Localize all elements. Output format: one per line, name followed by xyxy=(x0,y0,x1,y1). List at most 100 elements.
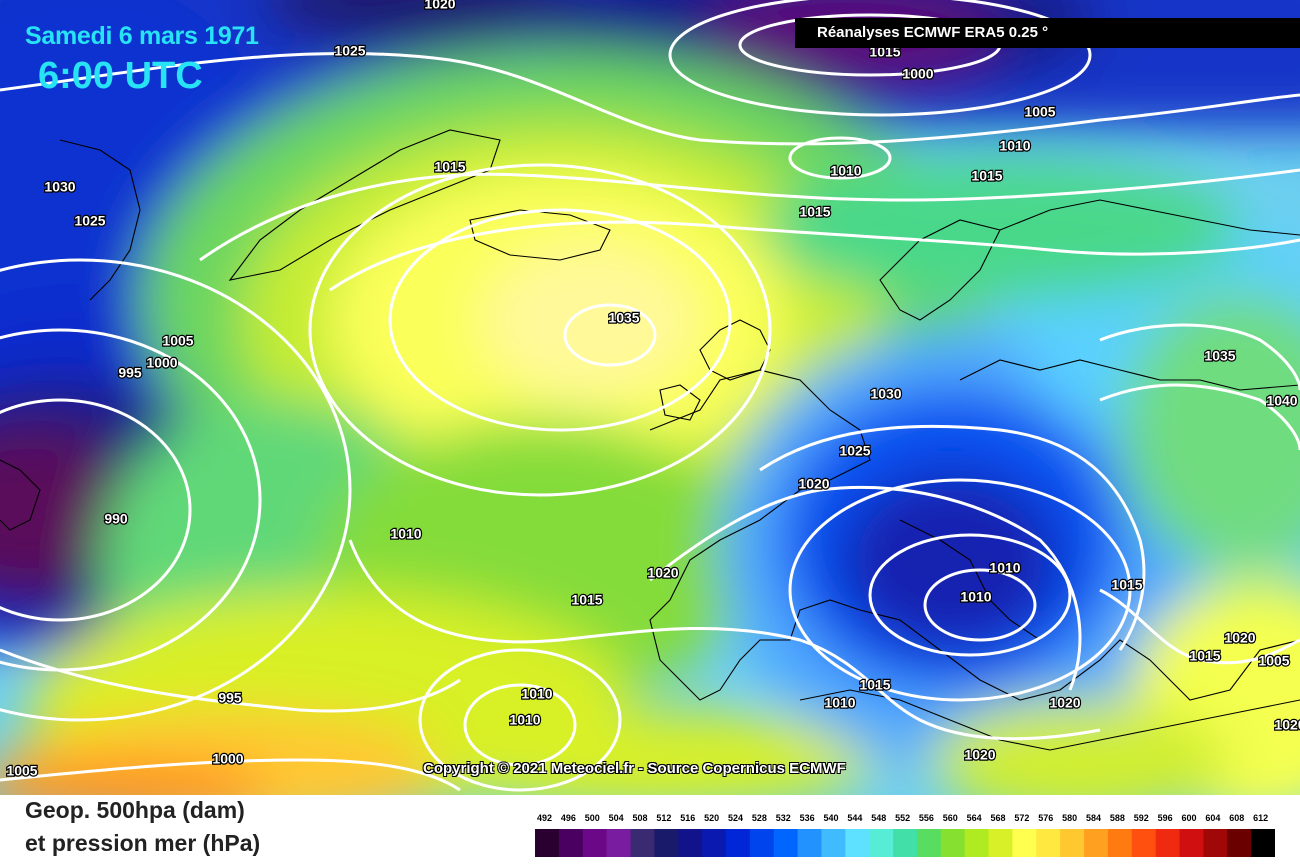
scale-swatch xyxy=(535,829,560,857)
scale-swatch xyxy=(797,829,822,857)
pressure-label: 1025 xyxy=(74,213,105,229)
scale-swatch xyxy=(1107,829,1133,857)
pressure-label: 1015 xyxy=(434,159,465,175)
coastlines xyxy=(0,129,1300,751)
scale-tick-label: 580 xyxy=(1062,813,1077,823)
scale-swatch xyxy=(678,829,703,857)
scale-tick-label: 512 xyxy=(656,813,671,823)
pressure-label: 1015 xyxy=(571,592,602,608)
scale-swatch xyxy=(869,829,894,857)
pressure-labels: 1020102510301025100510009959901015103510… xyxy=(5,0,1300,780)
pressure-label: 1020 xyxy=(1274,717,1300,733)
pressure-label: 1020 xyxy=(798,476,829,492)
scale-swatch xyxy=(988,829,1013,857)
pressure-label: 1010 xyxy=(999,138,1030,154)
scale-tick-label: 596 xyxy=(1158,813,1173,823)
scale-swatch xyxy=(893,829,918,857)
scale-swatch xyxy=(964,829,990,857)
scale-tick-label: 604 xyxy=(1205,813,1220,823)
scale-tick-label: 588 xyxy=(1110,813,1125,823)
scale-tick-label: 612 xyxy=(1253,813,1268,823)
scale-tick-label: 548 xyxy=(871,813,886,823)
scale-tick-label: 576 xyxy=(1038,813,1053,823)
pressure-label: 1005 xyxy=(1024,104,1055,120)
map-date: Samedi 6 mars 1971 xyxy=(25,22,259,50)
source-banner: Réanalyses ECMWF ERA5 0.25 ° xyxy=(795,18,1300,48)
scale-tick-label: 600 xyxy=(1182,813,1197,823)
scale-tick-label: 504 xyxy=(609,813,624,823)
scale-tick-label: 524 xyxy=(728,813,743,823)
scale-tick-label: 560 xyxy=(943,813,958,823)
pressure-label: 1010 xyxy=(830,163,861,179)
scale-swatch xyxy=(1131,829,1157,857)
scale-tick-label: 492 xyxy=(537,813,552,823)
pressure-label: 1025 xyxy=(839,443,870,459)
pressure-label: 1010 xyxy=(390,526,421,542)
scale-tick-label: 528 xyxy=(752,813,767,823)
scale-swatch xyxy=(654,829,679,857)
scale-swatch xyxy=(1179,829,1204,857)
scale-swatch xyxy=(1036,829,1061,857)
pressure-label: 1020 xyxy=(1224,630,1255,646)
pressure-label: 1035 xyxy=(1204,348,1235,364)
scale-tick-label: 508 xyxy=(632,813,647,823)
pressure-label: 1015 xyxy=(799,204,830,220)
scale-swatch xyxy=(1251,829,1275,857)
pressure-label: 995 xyxy=(118,365,142,381)
weather-map: 1020102510301025100510009959901015103510… xyxy=(0,0,1300,795)
pressure-label: 1035 xyxy=(608,310,639,326)
scale-tick-label: 552 xyxy=(895,813,910,823)
scale-tick-label: 572 xyxy=(1014,813,1029,823)
pressure-label: 1020 xyxy=(1049,695,1080,711)
pressure-label: 1010 xyxy=(521,686,552,702)
scale-swatch xyxy=(1155,829,1181,857)
scale-swatch xyxy=(1012,829,1037,857)
scale-tick-label: 496 xyxy=(561,813,576,823)
pressure-label: 1000 xyxy=(902,66,933,82)
pressure-label: 1000 xyxy=(212,751,243,767)
pressure-label: 1030 xyxy=(44,179,75,195)
color-scale: 492 496 500 504 508 512 516 520 524 528 532 536 540 5… xyxy=(535,813,1275,857)
scale-tick-label: 608 xyxy=(1229,813,1244,823)
scale-swatch xyxy=(821,829,846,857)
scale-tick-label: 532 xyxy=(776,813,791,823)
scale-swatch xyxy=(1203,829,1228,857)
pressure-label: 1020 xyxy=(424,0,455,12)
scale-swatch xyxy=(1060,829,1085,857)
scale-swatch xyxy=(1227,829,1252,857)
scale-tick-label: 556 xyxy=(919,813,934,823)
scale-tick-label: 568 xyxy=(991,813,1006,823)
pressure-label: 990 xyxy=(104,511,128,527)
pressure-label: 1025 xyxy=(334,43,365,59)
scale-swatch xyxy=(749,829,775,857)
scale-swatch xyxy=(558,829,584,857)
legend-title-geopotential: Geop. 500hpa (dam) xyxy=(25,797,245,823)
scale-swatch xyxy=(725,829,751,857)
scale-swatch xyxy=(845,829,870,857)
pressure-label: 1010 xyxy=(509,712,540,728)
pressure-label: 1040 xyxy=(1266,393,1297,409)
scale-tick-label: 500 xyxy=(585,813,600,823)
pressure-label: 1020 xyxy=(964,747,995,763)
pressure-label: 1015 xyxy=(971,168,1002,184)
scale-tick-label: 520 xyxy=(704,813,719,823)
pressure-label: 1015 xyxy=(1189,648,1220,664)
scale-tick-label: 516 xyxy=(680,813,695,823)
pressure-label: 1030 xyxy=(870,386,901,402)
scale-tick-label: 540 xyxy=(823,813,838,823)
scale-swatch xyxy=(582,829,608,857)
pressure-label: 1005 xyxy=(1258,653,1289,669)
scale-swatch xyxy=(606,829,631,857)
pressure-label: 1010 xyxy=(960,589,991,605)
scale-swatch xyxy=(702,829,727,857)
pressure-label: 995 xyxy=(218,690,242,706)
pressure-label: 1000 xyxy=(146,355,177,371)
isobars xyxy=(0,0,1300,792)
pressure-label: 1015 xyxy=(1111,577,1142,593)
scale-swatch xyxy=(630,829,655,857)
copyright-text: Copyright © 2021 Meteociel.fr - Source C… xyxy=(423,760,846,777)
pressure-label: 1005 xyxy=(162,333,193,349)
scale-swatch xyxy=(940,829,966,857)
scale-swatch xyxy=(773,829,799,857)
pressure-label: 1020 xyxy=(647,565,678,581)
